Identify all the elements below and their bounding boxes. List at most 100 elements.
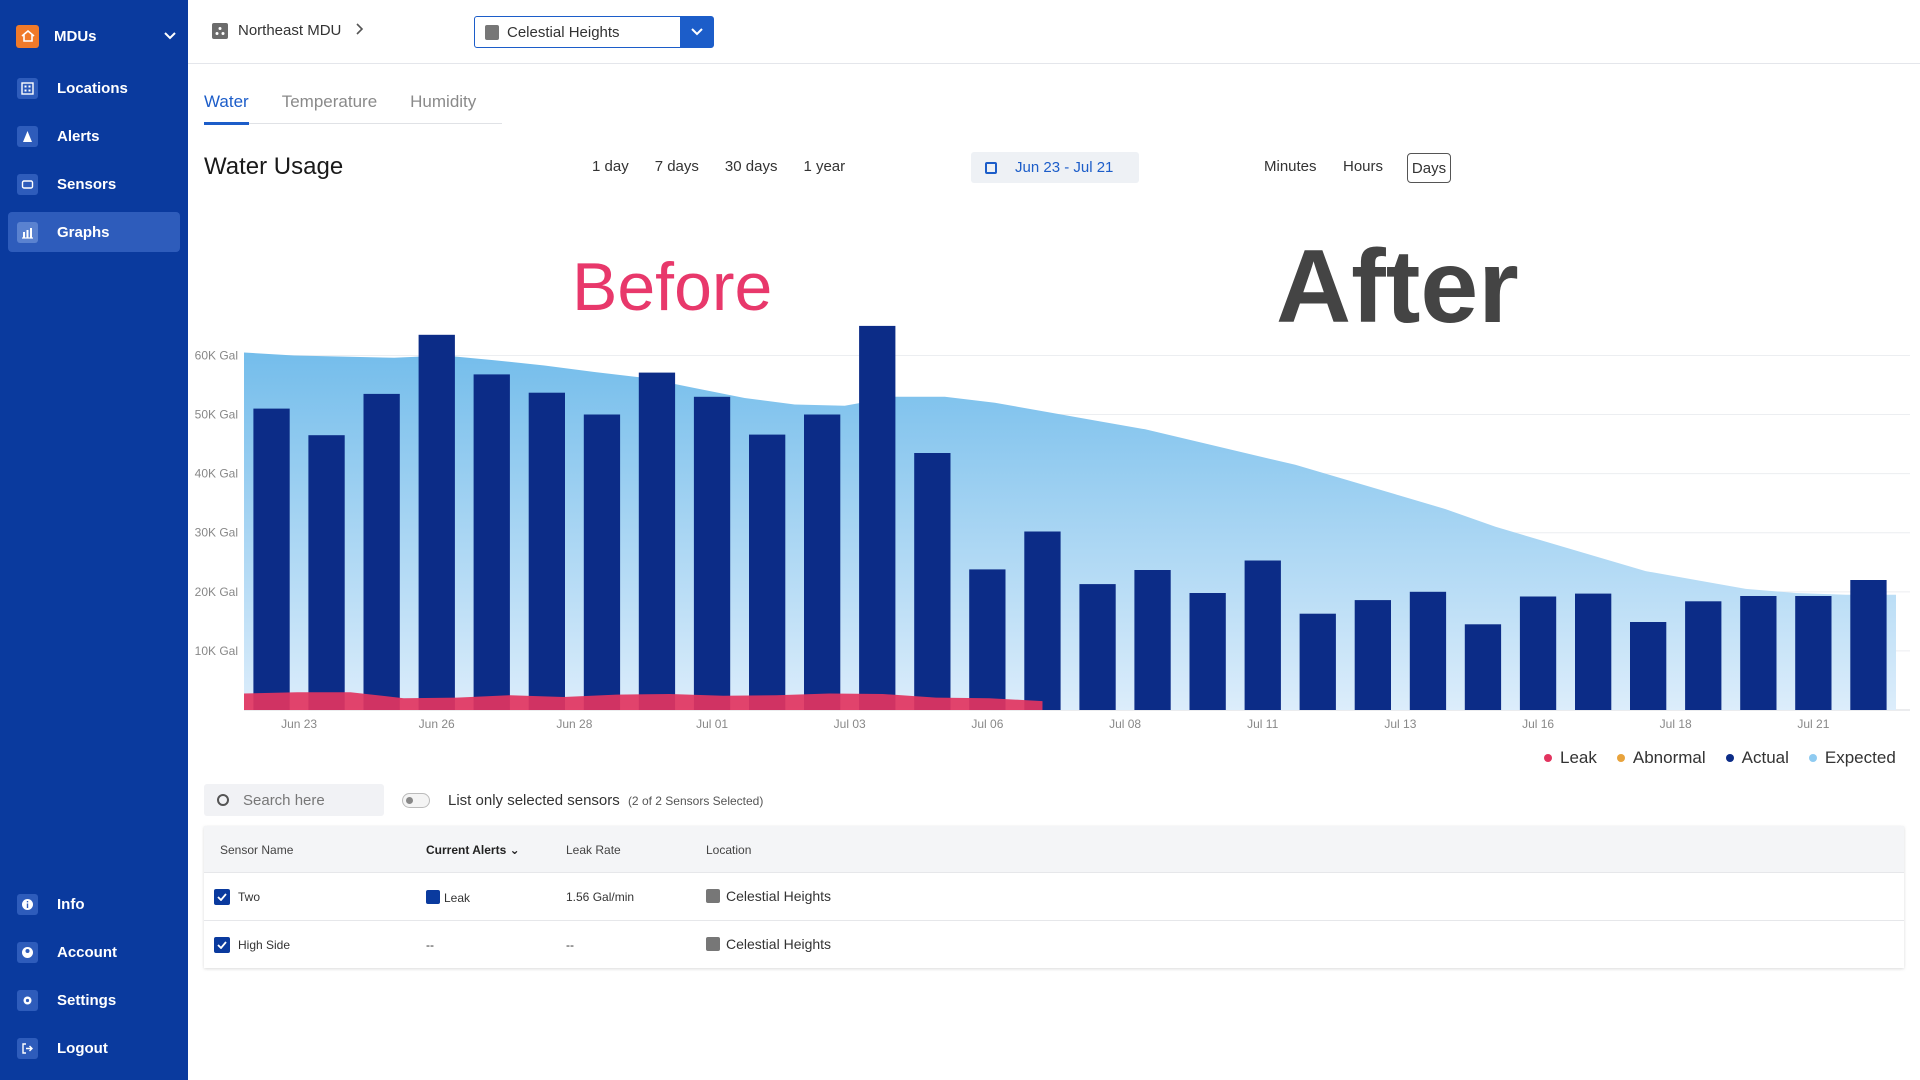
actual-bar — [1354, 600, 1391, 710]
y-tick-label: 40K Gal — [195, 467, 238, 481]
legend-item-actual[interactable]: Actual — [1725, 748, 1789, 768]
sort-chevron-icon: ⌄ — [509, 843, 520, 857]
sidebar-item-account[interactable]: Account — [8, 932, 180, 972]
location-cell: Celestial Heights — [706, 888, 831, 904]
sidebar-item-settings[interactable]: Settings — [8, 980, 180, 1020]
column-current-alerts[interactable]: Current Alerts ⌄ — [426, 843, 520, 857]
actual-bar — [1464, 624, 1502, 710]
sidebar-item-label: Sensors — [57, 175, 117, 193]
sidebar-item-label: Info — [57, 895, 85, 913]
range-1-day-button[interactable]: 1 day — [592, 158, 629, 175]
y-tick-label: 50K Gal — [195, 408, 238, 422]
alert-cell: -- — [426, 938, 434, 952]
range-30-days-button[interactable]: 30 days — [724, 158, 778, 175]
gear-icon — [17, 989, 38, 1011]
sensor-icon — [17, 173, 38, 195]
tab-humidity[interactable]: Humidity — [410, 92, 477, 111]
table-header: Sensor Name Current Alerts ⌄ Leak Rate L… — [204, 826, 1904, 872]
brand-switcher[interactable]: MDUs — [16, 24, 180, 48]
legend-item-abnormal[interactable]: Abnormal — [1616, 748, 1706, 768]
metric-tabs: Water Temperature Humidity — [204, 88, 502, 125]
location-cell: Celestial Heights — [706, 936, 831, 952]
legend-item-expected[interactable]: Expected — [1808, 748, 1896, 768]
x-tick-label: Jul 21 — [1797, 717, 1829, 731]
actual-bar — [638, 372, 676, 710]
y-tick-label: 30K Gal — [195, 526, 238, 540]
range-1-year-button[interactable]: 1 year — [803, 158, 846, 175]
sidebar-item-sensors[interactable]: Sensors — [8, 164, 180, 204]
tab-water[interactable]: Water — [204, 88, 249, 125]
actual-bar — [1299, 613, 1336, 710]
leak-alert-icon — [426, 890, 440, 904]
granularity-minutes-button[interactable]: Minutes — [1264, 158, 1317, 175]
x-tick-label: Jul 01 — [696, 717, 728, 731]
column-label: Current Alerts — [426, 843, 507, 857]
date-range-label: Jun 23 - Jul 21 — [1015, 159, 1114, 176]
breadcrumb[interactable]: Northeast MDU — [212, 22, 341, 39]
actual-bar — [1519, 596, 1557, 710]
y-tick-label: 10K Gal — [195, 644, 238, 658]
sensor-search — [204, 784, 384, 816]
actual-bar — [804, 414, 841, 710]
building-icon — [17, 77, 38, 99]
x-tick-label: Jun 28 — [556, 717, 592, 731]
x-tick-label: Jul 08 — [1109, 717, 1141, 731]
search-input[interactable] — [243, 791, 373, 809]
row-checkbox[interactable] — [214, 937, 230, 953]
table-row[interactable]: Two Leak 1.56 Gal/min Celestial Heights — [204, 872, 1904, 920]
actual-bar — [1409, 591, 1447, 710]
actual-bar — [1024, 531, 1061, 710]
x-tick-label: Jul 06 — [971, 717, 1003, 731]
y-tick-label: 60K Gal — [195, 348, 238, 362]
sidebar-item-logout[interactable]: Logout — [8, 1028, 180, 1068]
toggle-label: List only selected sensors (2 of 2 Senso… — [448, 792, 763, 809]
column-location[interactable]: Location — [706, 843, 752, 857]
actual-bar — [1134, 570, 1171, 710]
actual-bar — [1575, 593, 1612, 710]
leak-rate: 1.56 Gal/min — [566, 890, 635, 904]
sidebar-item-alerts[interactable]: Alerts — [8, 116, 180, 156]
sensor-name: High Side — [238, 938, 291, 952]
location-label: Celestial Heights — [726, 936, 832, 952]
granularity-days-button[interactable]: Days — [1407, 153, 1451, 183]
column-leak-rate[interactable]: Leak Rate — [566, 843, 621, 857]
property-select-value: Celestial Heights — [507, 23, 620, 41]
actual-dot-icon — [1725, 754, 1734, 762]
info-icon — [17, 893, 38, 915]
date-range-picker[interactable]: Jun 23 - Jul 21 — [971, 152, 1139, 183]
sidebar-item-graphs[interactable]: Graphs — [8, 212, 180, 252]
actual-bar — [1740, 596, 1777, 710]
logout-icon — [17, 1037, 38, 1059]
column-sensor-name[interactable]: Sensor Name — [220, 843, 294, 857]
legend-label: Leak — [1560, 748, 1597, 767]
sidebar-item-locations[interactable]: Locations — [8, 68, 180, 108]
chevron-down-icon[interactable] — [160, 26, 180, 46]
chevron-down-icon[interactable] — [680, 17, 713, 47]
tab-temperature[interactable]: Temperature — [281, 92, 378, 111]
x-tick-label: Jul 18 — [1660, 717, 1692, 731]
alert-label: Leak — [444, 891, 471, 905]
selected-only-toggle[interactable] — [402, 793, 430, 808]
granularity-hours-button[interactable]: Hours — [1343, 158, 1384, 175]
leak-dot-icon — [1544, 754, 1552, 762]
leak-rate: -- — [566, 938, 574, 952]
sidebar-item-info[interactable]: Info — [8, 884, 180, 924]
building-icon — [706, 889, 720, 903]
alert-icon — [17, 125, 38, 147]
page-title: Water Usage — [204, 153, 344, 180]
breadcrumb-label: Northeast MDU — [238, 22, 342, 39]
property-select[interactable]: Celestial Heights — [474, 16, 714, 48]
actual-bar — [583, 414, 621, 710]
x-tick-label: Jun 23 — [281, 717, 317, 731]
actual-bar — [1850, 580, 1887, 710]
actual-bar — [1795, 596, 1832, 710]
graph-icon — [17, 221, 38, 243]
table-row[interactable]: High Side -- -- Celestial Heights — [204, 920, 1904, 968]
actual-bar — [859, 325, 896, 710]
actual-bar — [969, 569, 1006, 710]
alert-cell: Leak — [426, 890, 470, 905]
range-7-days-button[interactable]: 7 days — [654, 158, 699, 175]
range-buttons: 1 day 7 days 30 days 1 year — [592, 158, 845, 175]
row-checkbox[interactable] — [214, 889, 230, 905]
legend-item-leak[interactable]: Leak — [1544, 748, 1597, 768]
